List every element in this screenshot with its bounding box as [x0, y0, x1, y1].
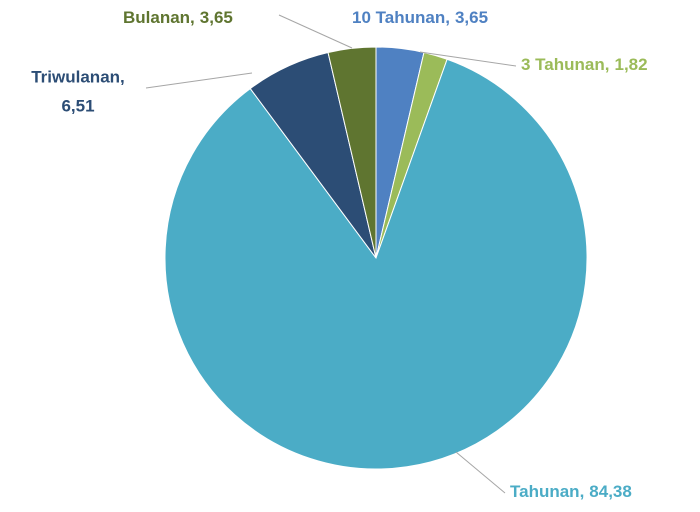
leader-line: [145, 72, 253, 89]
label-category: 10 Tahunan,: [352, 8, 450, 27]
data-label: Triwulanan,: [31, 67, 125, 86]
label-value: 1,82: [614, 55, 647, 74]
data-label: Bulanan, 3,65: [123, 8, 233, 27]
label-category: Bulanan,: [123, 8, 195, 27]
leader-line: [455, 451, 506, 494]
data-label: 3 Tahunan, 1,82: [521, 55, 648, 74]
label-category: Tahunan,: [510, 482, 584, 501]
label-category: 3 Tahunan,: [521, 55, 609, 74]
data-label: 6,51: [61, 96, 94, 115]
pie-slice: [327, 46, 377, 259]
data-label: 10 Tahunan, 3,65: [352, 8, 488, 27]
label-value: 3,65: [455, 8, 488, 27]
label-value: 84,38: [589, 482, 632, 501]
pie-slice: [164, 58, 588, 470]
data-label: Tahunan, 84,38: [510, 482, 632, 501]
label-value: 3,65: [200, 8, 233, 27]
leader-line: [278, 14, 353, 49]
leader-line: [419, 51, 517, 67]
